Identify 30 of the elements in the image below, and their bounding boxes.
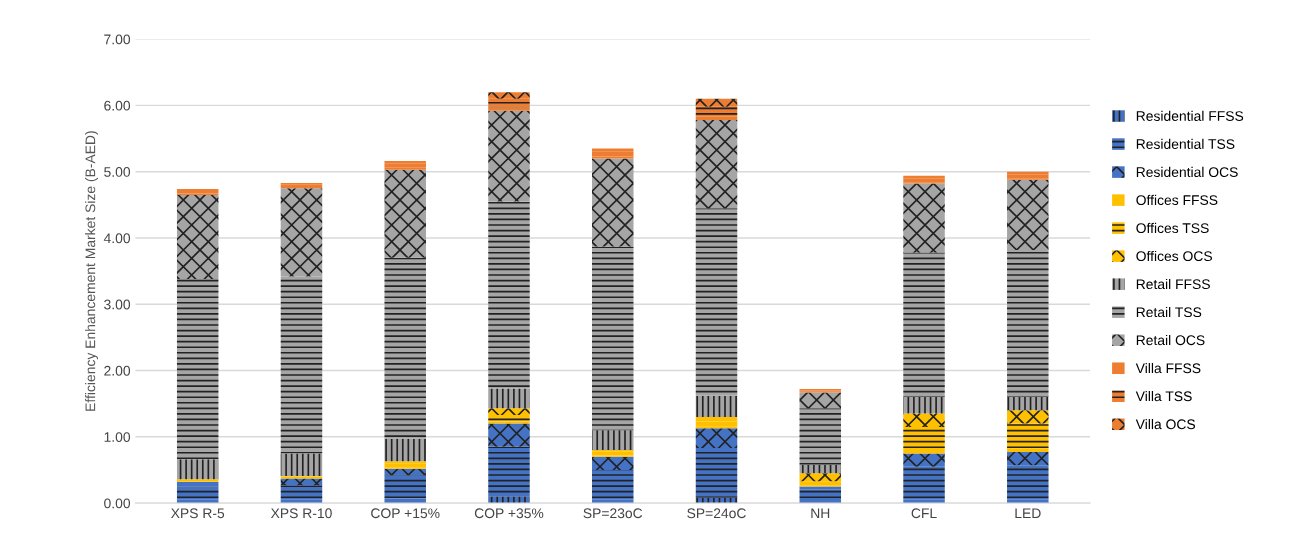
legend-label: Residential OCS <box>1136 166 1238 178</box>
legend-label: Villa OCS <box>1135 419 1196 430</box>
y-tick-label: 7.00 <box>104 34 131 45</box>
y-tick-label: 2.00 <box>104 365 131 376</box>
x-tick-label: NH <box>811 508 830 519</box>
legend-label: Residential FFSS <box>1136 110 1244 121</box>
legend-label: Retail FFSS <box>1136 278 1210 290</box>
y-tick-label: 5.00 <box>104 167 131 177</box>
x-tick-label: COP +15% <box>371 508 440 519</box>
x-tick-label: CFL <box>911 508 937 519</box>
legend-label: Offices TSS <box>1136 222 1209 234</box>
x-tick-label: LED <box>1015 508 1041 519</box>
x-tick-label: COP +35% <box>474 508 544 519</box>
legend-label: Offices FFSS <box>1136 194 1218 206</box>
legend-label: Villa TSS <box>1135 390 1192 402</box>
legend-label: Residential TSS <box>1136 138 1235 149</box>
legend-label: Villa FFSS <box>1135 362 1201 374</box>
x-tick-label: XPS R-5 <box>171 508 225 519</box>
y-tick-label: 6.00 <box>104 100 131 111</box>
y-tick-label: 1.00 <box>104 432 131 442</box>
y-axis-title: Efficiency Enhancement Market Size (B-AED) <box>85 131 98 411</box>
y-tick-label: 3.00 <box>104 299 131 310</box>
x-tick-label: XPS R-10 <box>270 508 332 519</box>
x-tick-label: SP=24oC <box>687 508 746 519</box>
legend-label: Offices OCS <box>1136 250 1212 262</box>
x-tick-label: SP=23oC <box>583 508 643 519</box>
legend-label: Retail TSS <box>1136 306 1202 318</box>
y-tick-label: 0.00 <box>104 498 131 509</box>
y-tick-label: 4.00 <box>103 233 131 244</box>
legend-label: Retail OCS <box>1136 334 1205 346</box>
